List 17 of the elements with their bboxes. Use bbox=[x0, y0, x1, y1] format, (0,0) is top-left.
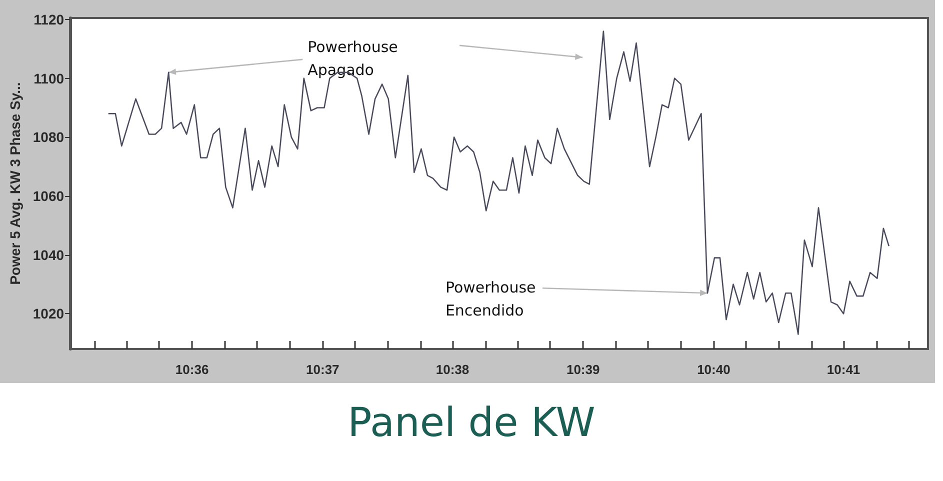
y-tick-label: 1040 bbox=[32, 246, 64, 263]
y-axis-title: Power 5 Avg. KW 3 Phase Sy... bbox=[7, 82, 23, 285]
y-tick-label: 1100 bbox=[34, 70, 64, 86]
x-tick-label: 10:36 bbox=[175, 362, 209, 377]
y-tick-label: 1120 bbox=[34, 11, 64, 28]
y-tick-label: 1020 bbox=[32, 306, 64, 322]
line-series bbox=[108, 30, 890, 335]
x-tick-label: 10:38 bbox=[436, 362, 470, 377]
annotation: Powerhouse Encendido bbox=[445, 278, 541, 320]
annotation: Powerhouse Apagado bbox=[308, 38, 403, 79]
x-tick-label: 10:39 bbox=[566, 362, 600, 377]
y-tick-label: 1060 bbox=[32, 188, 64, 204]
text: Panel de KW bbox=[348, 400, 596, 446]
x-tick-label: 10:41 bbox=[826, 362, 860, 377]
x-tick-label: 10:40 bbox=[697, 362, 730, 377]
x-tick-label: 10:37 bbox=[306, 362, 340, 377]
y-tick-label: 1080 bbox=[32, 129, 64, 146]
